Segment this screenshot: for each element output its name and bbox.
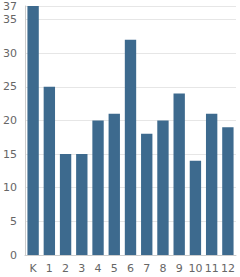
svg-text:10: 10	[3, 181, 17, 194]
svg-text:2: 2	[62, 262, 69, 275]
svg-text:30: 30	[3, 47, 17, 60]
svg-text:12: 12	[221, 262, 235, 275]
svg-text:37: 37	[3, 0, 17, 13]
svg-text:5: 5	[10, 215, 17, 228]
svg-text:6: 6	[127, 262, 134, 275]
svg-text:35: 35	[3, 13, 17, 26]
svg-text:15: 15	[3, 148, 17, 161]
svg-text:11: 11	[205, 262, 219, 275]
svg-text:10: 10	[188, 262, 202, 275]
svg-text:3: 3	[78, 262, 85, 275]
svg-text:1: 1	[46, 262, 53, 275]
svg-text:4: 4	[95, 262, 102, 275]
svg-text:8: 8	[159, 262, 166, 275]
svg-text:7: 7	[143, 262, 150, 275]
svg-text:25: 25	[3, 80, 17, 93]
svg-text:9: 9	[176, 262, 183, 275]
svg-text:K: K	[30, 262, 38, 275]
svg-text:0: 0	[10, 249, 17, 262]
svg-text:5: 5	[111, 262, 118, 275]
svg-text:20: 20	[3, 114, 17, 127]
